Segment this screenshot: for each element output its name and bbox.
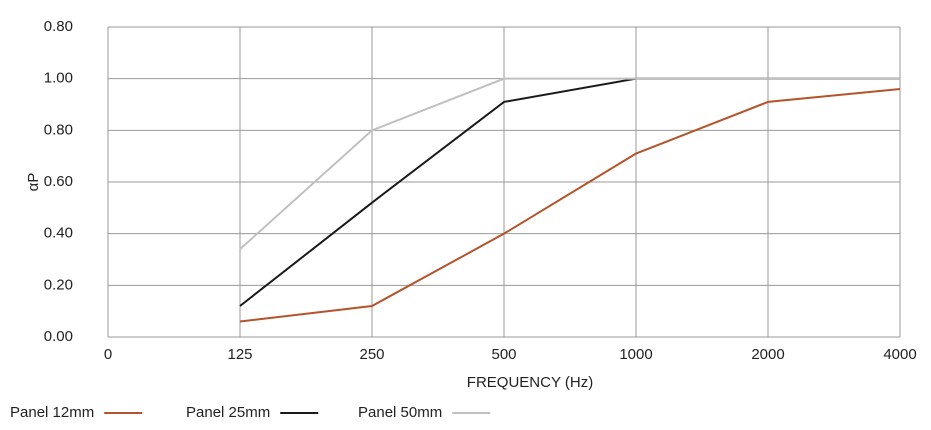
y-tick-label: 0.80 [44, 18, 73, 35]
x-tick-label: 250 [359, 346, 384, 363]
y-tick-label: 0.60 [44, 173, 73, 190]
x-axis-label: FREQUENCY (Hz) [467, 374, 593, 391]
series-line [239, 88, 901, 323]
y-tick-label: 1.00 [44, 70, 73, 87]
x-tick-label: 4000 [883, 346, 916, 363]
x-tick-label: 1000 [619, 346, 652, 363]
x-tick-label: 2000 [751, 346, 784, 363]
series-line [239, 77, 900, 250]
x-tick-label: 500 [491, 346, 516, 363]
series-line [239, 77, 900, 307]
y-tick-label: 0.40 [44, 225, 73, 242]
legend-label: Panel 12mm [10, 404, 94, 421]
y-tick-label: 0.80 [44, 121, 73, 138]
y-tick-label: 0.20 [44, 276, 73, 293]
y-axis-label: αP [25, 173, 42, 192]
legend-label: Panel 25mm [186, 404, 270, 421]
legend-label: Panel 50mm [358, 404, 442, 421]
x-tick-label: 0 [104, 346, 112, 363]
y-tick-label: 0.00 [44, 328, 73, 345]
x-tick-label: 125 [227, 346, 252, 363]
